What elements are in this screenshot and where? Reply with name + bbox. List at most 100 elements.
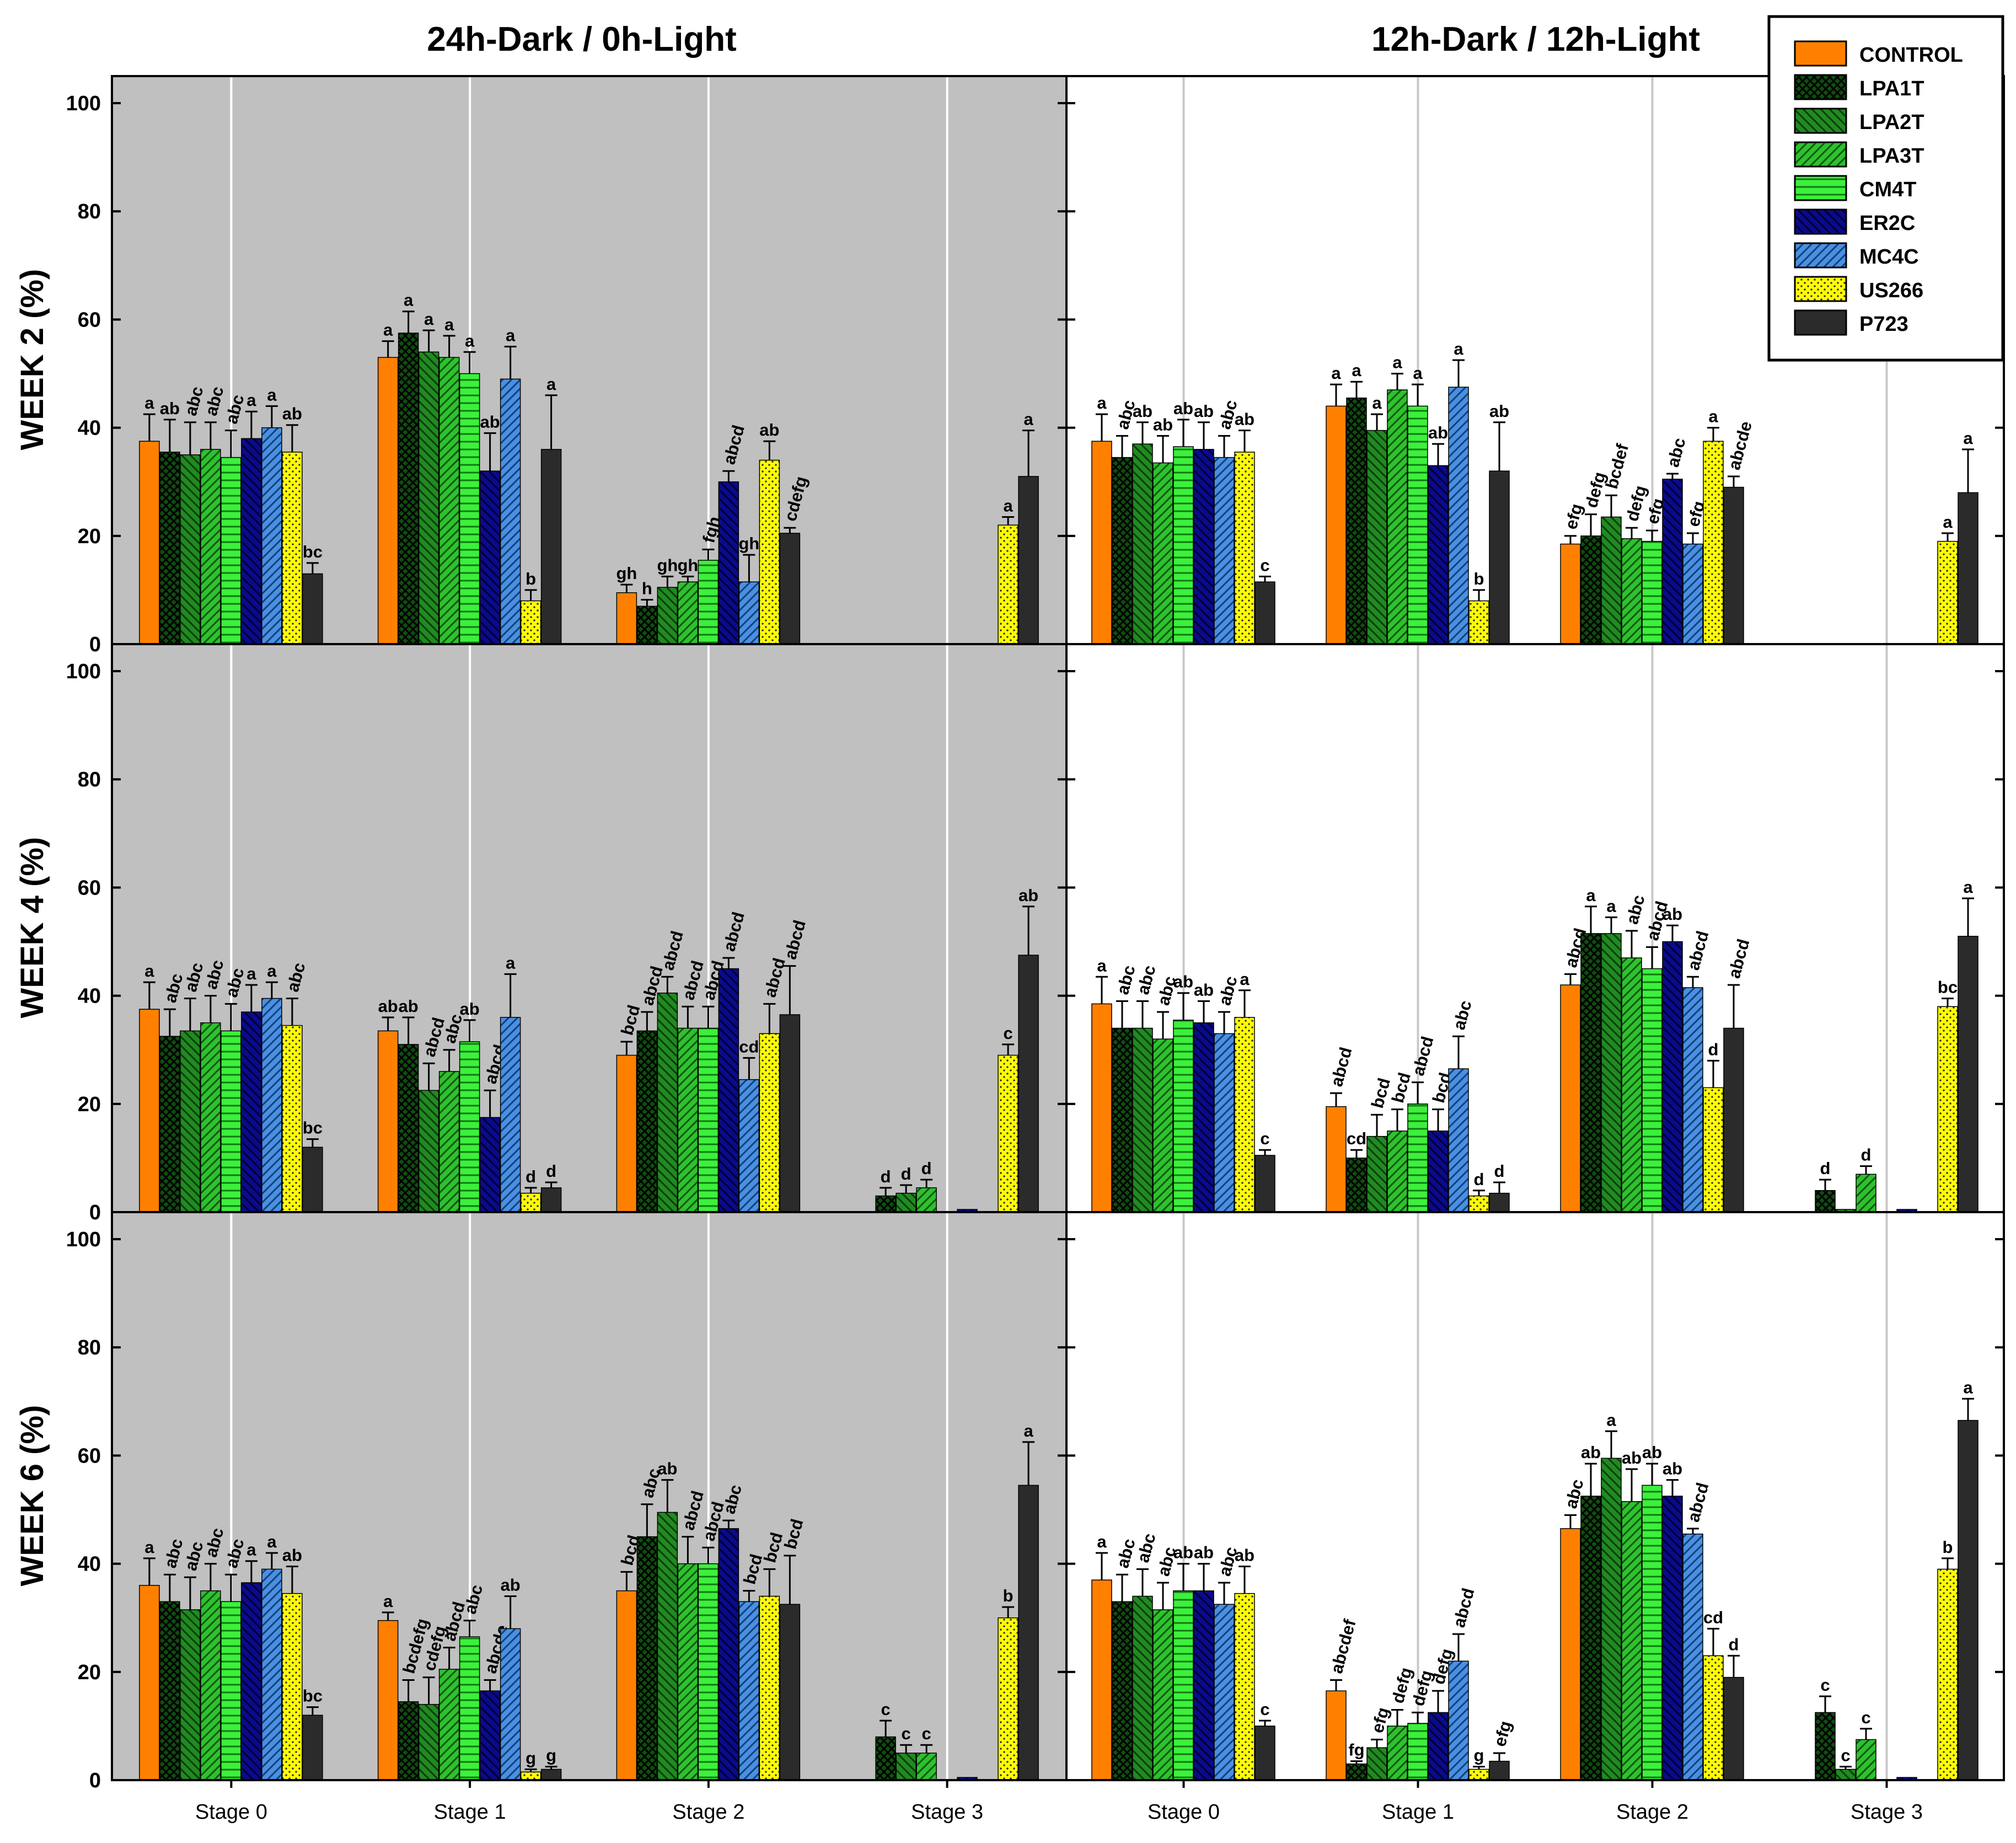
bar-us266 xyxy=(520,1192,541,1213)
significance-label: a xyxy=(506,325,516,345)
bar-er2c xyxy=(1193,1590,1214,1781)
significance-label: fg xyxy=(1348,1740,1364,1760)
bar-lpa2t xyxy=(1132,443,1153,645)
bar-mc4c xyxy=(1682,543,1703,645)
x-tick-label-stage-0: Stage 0 xyxy=(1148,1801,1220,1824)
bar-lpa1t xyxy=(1580,535,1601,645)
legend-swatch-lpa1t xyxy=(1794,74,1847,100)
bar-us266 xyxy=(759,459,780,645)
bar-control xyxy=(1326,1690,1347,1781)
significance-label: ab xyxy=(501,1575,521,1594)
significance-label: bc xyxy=(303,1686,323,1706)
y-tick-label: 100 xyxy=(66,1228,101,1251)
row-label-week6: WEEK 6 (%) xyxy=(14,1405,50,1587)
bar-er2c xyxy=(479,470,501,645)
bar-lpa3t xyxy=(438,357,460,645)
bar-p723 xyxy=(540,449,562,645)
bar-control xyxy=(1091,1003,1112,1213)
bar-us266 xyxy=(1703,1087,1724,1213)
bar-er2c xyxy=(1428,1712,1449,1781)
bar-p723 xyxy=(1018,955,1039,1213)
bar-er2c xyxy=(1662,1496,1683,1781)
bar-lpa2t xyxy=(1835,1769,1856,1781)
significance-label: c xyxy=(881,1700,891,1719)
panels-layer: 0 20 40 60 80 100 Stage 0 Stage 1 Stage 2 Stage 3… xyxy=(66,75,2005,1824)
bar-p723 xyxy=(1723,1027,1744,1213)
significance-label: ab xyxy=(1235,1546,1254,1565)
bar-p723 xyxy=(540,1769,562,1781)
significance-label: ab xyxy=(1194,401,1214,421)
bar-control xyxy=(139,441,160,645)
bar-mc4c xyxy=(1214,1604,1235,1781)
bar-us266 xyxy=(520,1771,541,1781)
significance-label: d xyxy=(1729,1635,1739,1654)
bar-lpa2t xyxy=(1601,933,1622,1213)
bar-us266 xyxy=(1937,1568,1958,1781)
significance-label: ab xyxy=(1153,415,1173,434)
bar-lpa3t xyxy=(200,449,221,645)
significance-label: bc xyxy=(1938,978,1958,997)
bar-p723 xyxy=(1018,1485,1039,1781)
bar-cm4t xyxy=(1173,1020,1194,1213)
bar-control xyxy=(377,1030,399,1213)
x-tick-label-stage-2: Stage 2 xyxy=(1616,1801,1688,1824)
bar-lpa1t xyxy=(875,1736,896,1781)
legend-item-p723: P723 xyxy=(1794,309,1908,336)
bar-p723 xyxy=(302,1715,323,1781)
bar-cm4t xyxy=(1407,405,1428,645)
bar-p723 xyxy=(779,1014,801,1213)
bar-lpa1t xyxy=(159,1601,180,1781)
significance-label: d xyxy=(901,1164,912,1183)
significance-label: d xyxy=(546,1161,556,1181)
bar-er2c xyxy=(718,1528,739,1781)
column-title-light: 12h-Dark / 12h-Light xyxy=(1371,20,1700,58)
bar-control xyxy=(377,1620,399,1781)
significance-label: a xyxy=(1097,956,1107,975)
bar-lpa3t xyxy=(1621,538,1642,645)
column-title-dark: 24h-Dark / 0h-Light xyxy=(427,20,737,58)
bar-lpa2t xyxy=(418,1703,439,1781)
bar-p723 xyxy=(779,1604,801,1781)
bar-cm4t xyxy=(221,1601,242,1781)
y-tick-label: 0 xyxy=(89,633,101,656)
significance-label: c xyxy=(1260,555,1269,575)
y-tick-label: 20 xyxy=(78,1093,101,1116)
bar-us266 xyxy=(759,1033,780,1213)
bar-lpa1t xyxy=(1112,1601,1133,1781)
bar-lpa1t xyxy=(398,1701,419,1781)
significance-label: b xyxy=(1943,1537,1953,1557)
bar-er2c xyxy=(1662,941,1683,1213)
x-tick-label-stage-2: Stage 2 xyxy=(672,1801,744,1824)
significance-label: a xyxy=(267,1532,277,1551)
significance-label: bc xyxy=(303,1118,323,1138)
bar-control xyxy=(616,592,637,645)
bar-p723 xyxy=(1254,1155,1275,1213)
bar-mc4c xyxy=(261,427,282,645)
bar-mc4c xyxy=(1682,1533,1703,1781)
significance-label: ab xyxy=(460,999,480,1019)
y-tick-label: 20 xyxy=(78,525,101,548)
y-tick-label: 20 xyxy=(78,1661,101,1684)
bar-mc4c xyxy=(500,1017,521,1213)
significance-label: a xyxy=(1331,363,1341,383)
bar-p723 xyxy=(1489,1192,1510,1213)
legend-swatch-control xyxy=(1794,40,1847,67)
bar-lpa1t xyxy=(636,606,658,645)
significance-label: ab xyxy=(1663,1459,1682,1478)
significance-label: ab xyxy=(1622,1448,1642,1467)
bar-lpa3t xyxy=(200,1590,221,1781)
significance-label: h xyxy=(642,579,652,598)
bar-us266 xyxy=(1468,1769,1489,1781)
significance-label: c xyxy=(902,1724,911,1743)
significance-label: d xyxy=(921,1159,932,1178)
significance-label: a xyxy=(383,320,393,340)
bar-er2c xyxy=(1428,465,1449,645)
bar-lpa3t xyxy=(1621,1501,1642,1781)
legend-item-mc4c: MC4C xyxy=(1794,242,1919,269)
significance-label: c xyxy=(1260,1700,1269,1719)
bar-lpa1t xyxy=(1346,1763,1367,1781)
significance-label: ab xyxy=(1173,972,1193,992)
significance-label: ab xyxy=(1133,401,1152,421)
